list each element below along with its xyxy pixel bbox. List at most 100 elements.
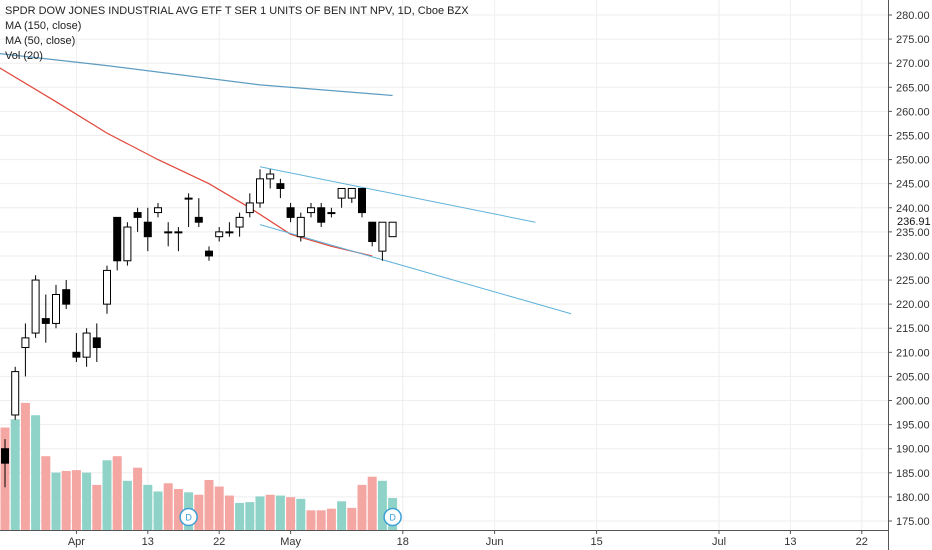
dividend-marker xyxy=(179,507,198,527)
volume-bar xyxy=(31,415,41,530)
y-tick-label: 225.00 xyxy=(896,275,930,287)
volume-bar xyxy=(204,479,214,530)
candle-body xyxy=(358,187,366,214)
volume-bar xyxy=(214,486,224,530)
y-tick-label: 185.00 xyxy=(896,468,930,480)
volume-bar xyxy=(153,491,163,530)
x-tick-label: 13 xyxy=(784,536,796,548)
y-tick-label: 275.00 xyxy=(896,34,930,46)
volume-bar xyxy=(367,476,377,530)
candle-body xyxy=(92,337,101,349)
y-tick-label: 175.00 xyxy=(896,516,930,528)
candle-body xyxy=(337,187,346,199)
candle-body xyxy=(31,279,40,334)
x-tick-label: 15 xyxy=(590,536,602,548)
candle-body xyxy=(317,207,326,223)
legend-ma150[interactable]: MA (150, close) xyxy=(5,20,82,32)
candle-body xyxy=(388,221,397,238)
x-tick-label: 13 xyxy=(142,536,154,548)
candle-body xyxy=(378,221,387,252)
volume-bar xyxy=(163,483,173,530)
x-tick-label: May xyxy=(280,536,301,548)
volume-bar xyxy=(255,496,265,530)
current-price-label: 236.91 xyxy=(895,215,932,228)
candle-body xyxy=(368,221,377,242)
trendline xyxy=(259,224,572,315)
volume-bar xyxy=(316,510,326,530)
volume-bar xyxy=(82,472,92,530)
dividend-marker-label: D xyxy=(389,513,396,523)
volume-bar xyxy=(296,498,306,530)
volume-bar xyxy=(41,456,51,530)
volume-bar xyxy=(122,480,132,530)
y-tick-label: 265.00 xyxy=(896,82,930,94)
volume-bar xyxy=(51,472,61,530)
candle-body xyxy=(41,318,50,324)
candle-body xyxy=(164,231,173,234)
trendline xyxy=(259,166,536,223)
candle-body xyxy=(307,207,315,214)
candle-body xyxy=(21,337,30,349)
y-tick-label: 195.00 xyxy=(896,420,930,432)
candle-body xyxy=(82,332,91,358)
volume-bar xyxy=(337,501,347,530)
volume-bar xyxy=(20,402,30,530)
volume-bar xyxy=(61,470,71,530)
candle-body xyxy=(205,250,213,257)
volume-bar xyxy=(347,507,357,530)
candle-body xyxy=(347,187,356,199)
legend-volume[interactable]: Vol (20) xyxy=(5,50,43,62)
candle-body xyxy=(52,294,60,324)
candle-body xyxy=(194,216,203,223)
volume-bar xyxy=(377,480,387,530)
y-tick-label: 270.00 xyxy=(896,58,930,70)
legend-ma50[interactable]: MA (50, close) xyxy=(5,35,76,47)
y-tick-label: 215.00 xyxy=(896,323,930,335)
volume-bar xyxy=(194,494,204,530)
volume-bar xyxy=(286,497,296,530)
candle-body xyxy=(123,226,132,262)
y-tick-label: 230.00 xyxy=(896,251,930,263)
volume-bar xyxy=(224,495,234,530)
volume-bar xyxy=(102,460,112,530)
legend-title: SPDR DOW JONES INDUSTRIAL AVG ETF T SER … xyxy=(5,5,469,17)
volume-bar xyxy=(92,484,102,530)
candle-body xyxy=(1,448,9,464)
candle-body xyxy=(62,289,71,305)
x-tick-label: 22 xyxy=(213,536,225,548)
y-tick-label: 200.00 xyxy=(896,396,930,408)
candle-body xyxy=(296,216,305,238)
ma50-line xyxy=(0,67,373,257)
volume-bar xyxy=(10,419,20,530)
volume-bar xyxy=(71,470,81,530)
candle-body xyxy=(103,269,111,305)
x-tick-label: Jul xyxy=(712,536,726,548)
candle-body xyxy=(327,212,336,215)
volume-bar xyxy=(326,508,336,530)
volume-bar xyxy=(112,456,122,530)
candle-body xyxy=(245,202,254,214)
candle-body xyxy=(11,371,20,416)
candle-body xyxy=(113,216,122,262)
x-tick-label: Jun xyxy=(486,536,504,548)
volume-bar xyxy=(143,484,153,530)
ma150-line xyxy=(0,53,393,97)
volume-bar xyxy=(235,502,245,530)
x-tick-label: 18 xyxy=(397,536,409,548)
y-tick-label: 250.00 xyxy=(896,155,930,167)
candle-body xyxy=(256,178,264,204)
volume-bar xyxy=(357,484,367,530)
y-tick-label: 240.00 xyxy=(896,203,930,215)
candle-body xyxy=(266,173,275,180)
y-tick-label: 245.00 xyxy=(896,179,930,191)
candle-body xyxy=(184,197,193,200)
y-tick-label: 280.00 xyxy=(896,10,930,22)
volume-bar xyxy=(306,510,316,530)
candle-body xyxy=(154,207,162,214)
y-tick-label: 190.00 xyxy=(896,444,930,456)
candle-body xyxy=(276,183,285,189)
candle-body xyxy=(225,231,234,234)
candle-body xyxy=(235,216,244,228)
volume-bar xyxy=(275,495,285,530)
